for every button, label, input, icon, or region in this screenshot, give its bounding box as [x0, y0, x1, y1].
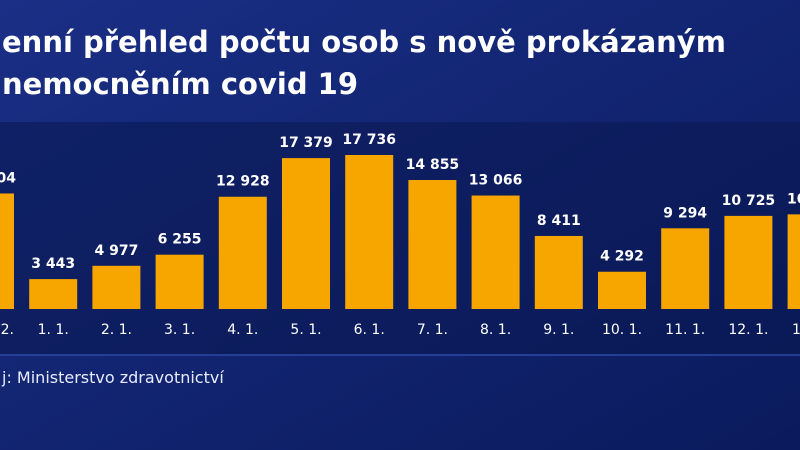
- value-label: 13 066: [469, 173, 523, 189]
- value-label: 10 725: [722, 193, 776, 209]
- chart-title: nemocněním covid 19: [2, 67, 358, 101]
- bar: [724, 215, 773, 309]
- x-tick-label: 4. 1.: [227, 322, 258, 338]
- bar: [534, 235, 583, 309]
- bar: [408, 180, 457, 309]
- value-label: 04: [0, 170, 16, 186]
- chart-title: enní přehled počtu osob s nově prokázaný…: [2, 25, 726, 59]
- bar: [661, 228, 710, 309]
- x-tick-label: 6. 1.: [354, 322, 385, 338]
- value-label: 14 855: [406, 157, 460, 173]
- value-label: 17 379: [279, 135, 333, 151]
- bar: [0, 193, 14, 309]
- x-tick-label: 3. 1.: [164, 322, 195, 338]
- bar: [218, 196, 267, 309]
- x-tick-label: 7. 1.: [417, 322, 448, 338]
- x-tick-label: 10. 1.: [602, 322, 642, 338]
- value-label: 3 443: [31, 256, 75, 272]
- bar: [471, 195, 520, 309]
- bar: [29, 279, 78, 309]
- source-note: j: Ministerstvo zdravotnictví: [1, 368, 224, 387]
- value-label: 17 736: [342, 132, 396, 148]
- x-tick-label: 2. 1.: [101, 322, 132, 338]
- bar: [92, 265, 141, 309]
- value-label: 8 411: [537, 213, 581, 229]
- x-tick-label: 5. 1.: [290, 322, 321, 338]
- bar: [598, 271, 646, 309]
- bar: [345, 155, 394, 309]
- value-label: 4 292: [600, 249, 644, 265]
- value-label: 9 294: [663, 205, 707, 221]
- x-tick-label: 8. 1.: [480, 322, 511, 338]
- bar: [155, 254, 204, 309]
- x-tick-label: 11. 1.: [665, 322, 705, 338]
- x-tick-label: 1: [792, 322, 800, 338]
- x-tick-label: 12. 1.: [728, 322, 768, 338]
- value-label: 12 928: [216, 174, 270, 190]
- x-tick-label: 1. 1.: [38, 322, 69, 338]
- value-label: 4 977: [94, 243, 138, 259]
- x-tick-label: 12.: [0, 322, 14, 338]
- value-label: 6 255: [158, 232, 202, 248]
- bar: [787, 214, 800, 309]
- bar: [282, 158, 330, 309]
- value-label: 10: [787, 191, 800, 207]
- x-tick-label: 9. 1.: [543, 322, 574, 338]
